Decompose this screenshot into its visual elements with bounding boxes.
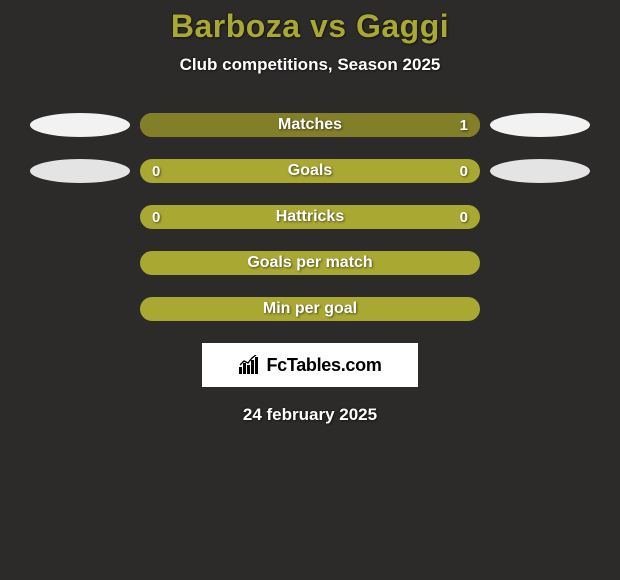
left-ellipse [30, 113, 130, 137]
stat-label: Goals [288, 162, 332, 180]
right-ellipse [490, 113, 590, 137]
stat-bar: 0 Hattricks 0 [140, 205, 480, 229]
right-ellipse [490, 159, 590, 183]
stat-bar: 0 Goals 0 [140, 159, 480, 183]
page-title: Barboza vs Gaggi [0, 0, 620, 45]
stat-left-value: 0 [152, 205, 160, 229]
date-text: 24 february 2025 [0, 405, 620, 425]
stat-label: Matches [278, 116, 342, 134]
stat-right-value: 1 [460, 113, 468, 137]
left-ellipse [30, 159, 130, 183]
brand-chart-icon [238, 355, 260, 375]
stat-right-value: 0 [460, 159, 468, 183]
stat-label: Min per goal [263, 300, 357, 318]
right-slot [480, 159, 600, 183]
brand-text: FcTables.com [266, 355, 381, 376]
stat-label: Hattricks [276, 208, 344, 226]
subtitle: Club competitions, Season 2025 [0, 55, 620, 75]
stats-rows: Matches 1 0 Goals 0 0 Hattricks 0 Goals per matc… [0, 113, 620, 321]
stat-row: Min per goal [0, 297, 620, 321]
brand-box: FcTables.com [202, 343, 418, 387]
stat-bar: Min per goal [140, 297, 480, 321]
stat-label: Goals per match [247, 254, 372, 272]
stat-right-value: 0 [460, 205, 468, 229]
stat-row: Matches 1 [0, 113, 620, 137]
right-slot [480, 113, 600, 137]
stat-row: 0 Hattricks 0 [0, 205, 620, 229]
left-slot [20, 113, 140, 137]
stat-bar: Goals per match [140, 251, 480, 275]
stat-row: Goals per match [0, 251, 620, 275]
left-slot [20, 159, 140, 183]
stat-row: 0 Goals 0 [0, 159, 620, 183]
stat-left-value: 0 [152, 159, 160, 183]
stat-bar: Matches 1 [140, 113, 480, 137]
